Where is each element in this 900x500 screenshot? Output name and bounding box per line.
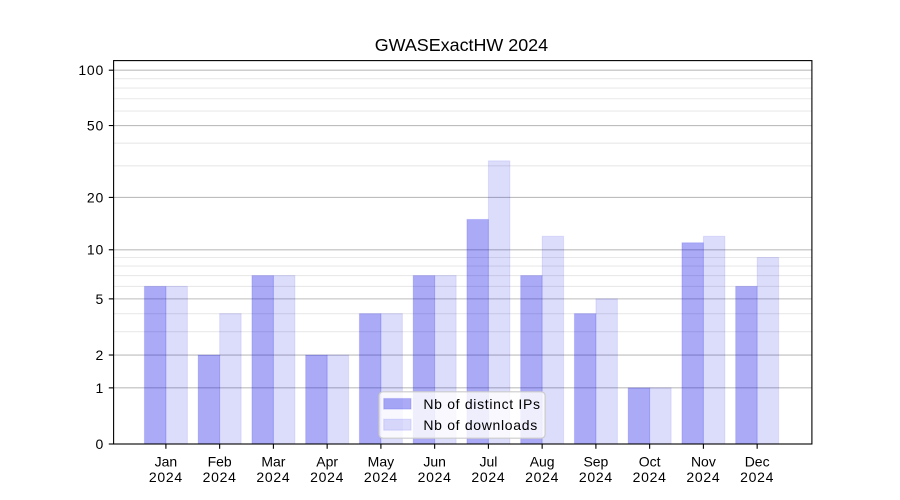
svg-text:10: 10 [87, 242, 104, 258]
svg-text:5: 5 [96, 291, 105, 307]
svg-text:Jan: Jan [155, 453, 178, 469]
svg-text:2024: 2024 [525, 469, 559, 485]
svg-text:Jun: Jun [423, 453, 446, 469]
svg-text:2024: 2024 [203, 469, 237, 485]
svg-text:50: 50 [87, 117, 104, 133]
svg-text:GWASExactHW 2024: GWASExactHW 2024 [375, 35, 548, 55]
svg-text:2024: 2024 [256, 469, 290, 485]
svg-text:Nb of distinct IPs: Nb of distinct IPs [423, 396, 540, 412]
svg-text:Jul: Jul [479, 453, 497, 469]
svg-text:Oct: Oct [639, 453, 661, 469]
svg-text:2024: 2024 [740, 469, 774, 485]
svg-text:2024: 2024 [149, 469, 183, 485]
svg-text:2024: 2024 [471, 469, 505, 485]
svg-text:2024: 2024 [364, 469, 398, 485]
svg-text:2024: 2024 [310, 469, 344, 485]
svg-text:Mar: Mar [261, 453, 285, 469]
svg-text:2024: 2024 [418, 469, 452, 485]
svg-text:2: 2 [96, 347, 105, 363]
svg-text:20: 20 [87, 189, 104, 205]
svg-text:100: 100 [78, 62, 104, 78]
svg-text:Feb: Feb [208, 453, 232, 469]
svg-text:1: 1 [96, 380, 105, 396]
svg-text:2024: 2024 [579, 469, 613, 485]
svg-text:2024: 2024 [686, 469, 720, 485]
svg-text:Apr: Apr [316, 453, 338, 469]
svg-text:May: May [368, 453, 394, 469]
svg-text:Sep: Sep [583, 453, 608, 469]
svg-text:Aug: Aug [530, 453, 555, 469]
svg-text:Nb of downloads: Nb of downloads [423, 417, 538, 433]
svg-text:Nov: Nov [691, 453, 716, 469]
svg-text:2024: 2024 [633, 469, 667, 485]
svg-text:Dec: Dec [745, 453, 770, 469]
svg-text:0: 0 [96, 436, 105, 452]
